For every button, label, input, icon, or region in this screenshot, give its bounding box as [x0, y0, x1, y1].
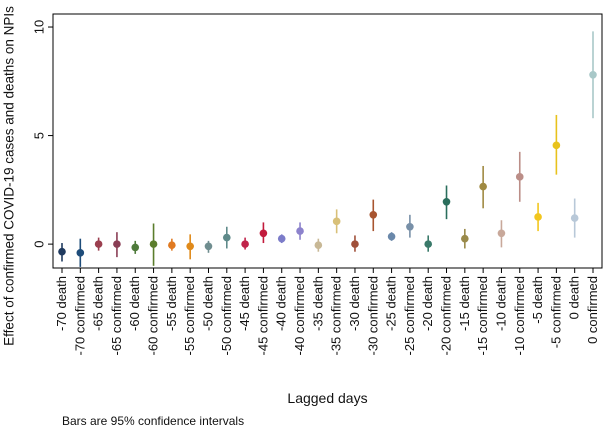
x-tick-label: -40 confirmed: [292, 276, 307, 355]
data-point: [58, 247, 66, 256]
x-tick-label: 0 confirmed: [585, 276, 600, 344]
data-point: [332, 217, 341, 226]
x-tick-label: -15 confirmed: [475, 276, 490, 355]
data-point: [369, 211, 378, 219]
x-tick-label: 0 death: [567, 276, 582, 319]
data-point: [387, 232, 396, 241]
data-point: [570, 214, 579, 222]
x-tick-label: -35 death: [310, 276, 325, 331]
x-tick-label: -70 death: [54, 276, 69, 331]
x-tick-label: -5 death: [530, 276, 545, 324]
x-tick-label: -45 confirmed: [255, 276, 270, 355]
data-point: [222, 233, 231, 242]
y-axis-label: Effect of confirmed COVID-19 cases and d…: [2, 6, 17, 346]
data-point: [497, 229, 506, 238]
data-point: [534, 213, 542, 221]
x-tick-label: -30 confirmed: [365, 276, 380, 355]
y-tick-label: 5: [31, 132, 46, 139]
data-point: [113, 240, 121, 248]
data-point: [479, 182, 487, 191]
chart-note: Bars are 95% confidence intervals: [62, 414, 245, 428]
x-tick-label: -25 death: [384, 276, 399, 331]
x-tick-label: -25 confirmed: [402, 276, 417, 355]
x-tick-label: -60 confirmed: [146, 276, 161, 355]
data-point: [314, 241, 323, 250]
data-point: [424, 240, 433, 248]
x-tick-label: -10 death: [493, 276, 508, 331]
x-tick-label: -65 death: [91, 276, 106, 331]
plot-area: [52, 13, 603, 269]
x-tick-label: -5 confirmed: [548, 276, 563, 348]
x-tick-label: -50 confirmed: [219, 276, 234, 355]
data-point: [296, 227, 304, 235]
x-axis-label: Lagged days: [287, 390, 367, 406]
data-point: [76, 249, 85, 257]
data-point: [351, 240, 359, 248]
x-tick-label: -55 confirmed: [182, 276, 197, 355]
data-point: [186, 242, 194, 251]
x-tick-label: -45 death: [237, 276, 252, 331]
x-tick-label: -20 confirmed: [439, 276, 454, 355]
data-point: [552, 141, 561, 150]
x-tick-label: -60 death: [127, 276, 142, 331]
data-point: [168, 241, 176, 250]
x-tick-label: -35 confirmed: [329, 276, 344, 355]
x-tick-label: -65 confirmed: [109, 276, 124, 355]
data-point: [406, 222, 414, 231]
data-point: [589, 70, 597, 79]
data-point: [94, 240, 103, 248]
y-tick-label: 10: [31, 20, 46, 34]
x-tick-label: -70 confirmed: [72, 276, 87, 355]
data-point: [241, 240, 249, 248]
x-tick-label: -55 death: [164, 276, 179, 331]
data-point: [461, 234, 469, 243]
data-point: [259, 229, 268, 238]
x-tick-label: -30 death: [347, 276, 362, 331]
x-tick-label: -10 confirmed: [512, 276, 527, 355]
x-tick-label: -50 death: [200, 276, 215, 331]
x-tick-label: -40 death: [274, 276, 289, 331]
data-point: [149, 240, 158, 248]
x-tick-label: -20 death: [420, 276, 435, 331]
data-point: [515, 173, 524, 181]
x-tick-label: -15 death: [457, 276, 472, 331]
data-point: [204, 242, 213, 251]
data-point: [131, 243, 140, 252]
data-point: [442, 197, 451, 206]
y-tick-label: 0: [31, 241, 46, 248]
data-point: [277, 234, 286, 243]
